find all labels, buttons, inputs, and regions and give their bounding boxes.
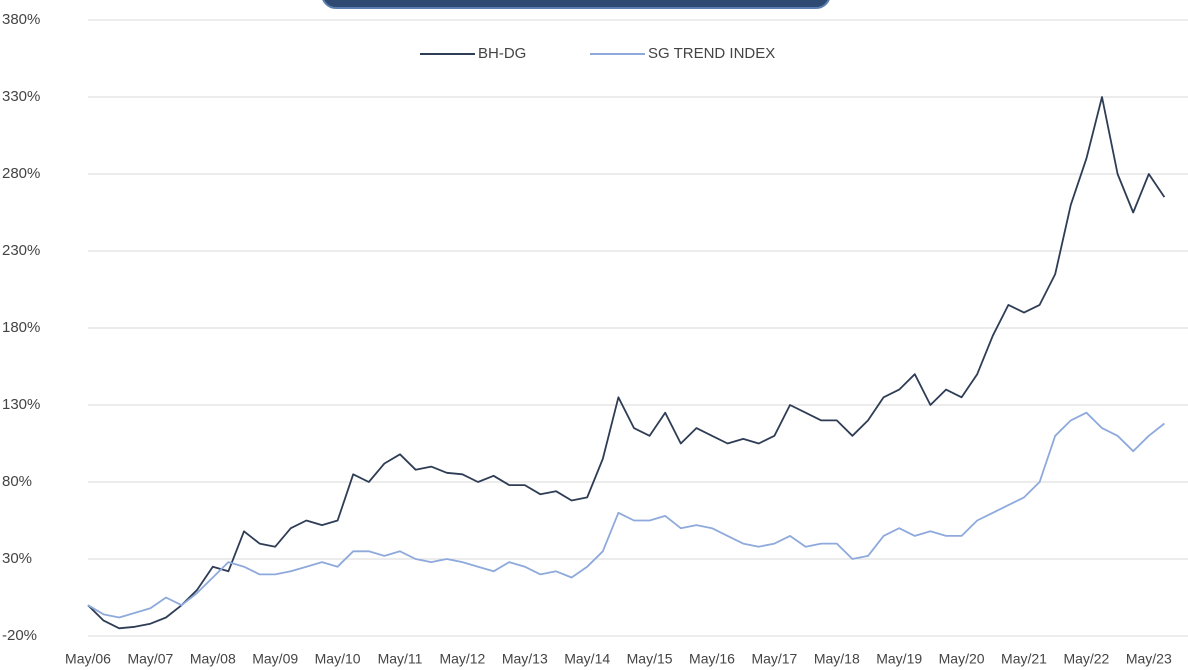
x-tick-label: May/12 — [439, 651, 485, 667]
x-tick-label: May/09 — [252, 651, 298, 667]
y-tick-label: -20% — [2, 627, 37, 644]
x-tick-label: May/15 — [627, 651, 673, 667]
y-tick-label: 330% — [2, 88, 40, 105]
y-tick-label: 30% — [2, 550, 32, 567]
x-tick-label: May/22 — [1063, 651, 1109, 667]
legend-label: BH-DG — [478, 45, 526, 62]
x-tick-label: May/06 — [65, 651, 111, 667]
x-tick-label: May/17 — [751, 651, 797, 667]
y-tick-label: 280% — [2, 165, 40, 182]
y-tick-label: 230% — [2, 242, 40, 259]
x-tick-label: May/20 — [939, 651, 985, 667]
y-tick-label: 130% — [2, 396, 40, 413]
legend-label: SG TREND INDEX — [648, 45, 775, 62]
x-tick-label: May/10 — [315, 651, 361, 667]
x-tick-label: May/16 — [689, 651, 735, 667]
x-tick-label: May/19 — [876, 651, 922, 667]
x-tick-label: May/21 — [1001, 651, 1047, 667]
title-banner — [322, 0, 830, 9]
x-tick-label: May/23 — [1126, 651, 1172, 667]
x-tick-label: May/18 — [814, 651, 860, 667]
line-series — [87, 96, 1166, 630]
x-tick-label: May/07 — [127, 651, 173, 667]
y-tick-label: 380% — [2, 11, 40, 28]
line-series — [87, 411, 1165, 619]
x-tick-label: May/08 — [190, 651, 236, 667]
x-tick-label: May/11 — [378, 651, 423, 667]
y-tick-label: 180% — [2, 319, 40, 336]
x-tick-label: May/14 — [564, 651, 610, 667]
x-tick-label: May/13 — [502, 651, 548, 667]
y-tick-label: 80% — [2, 473, 32, 490]
